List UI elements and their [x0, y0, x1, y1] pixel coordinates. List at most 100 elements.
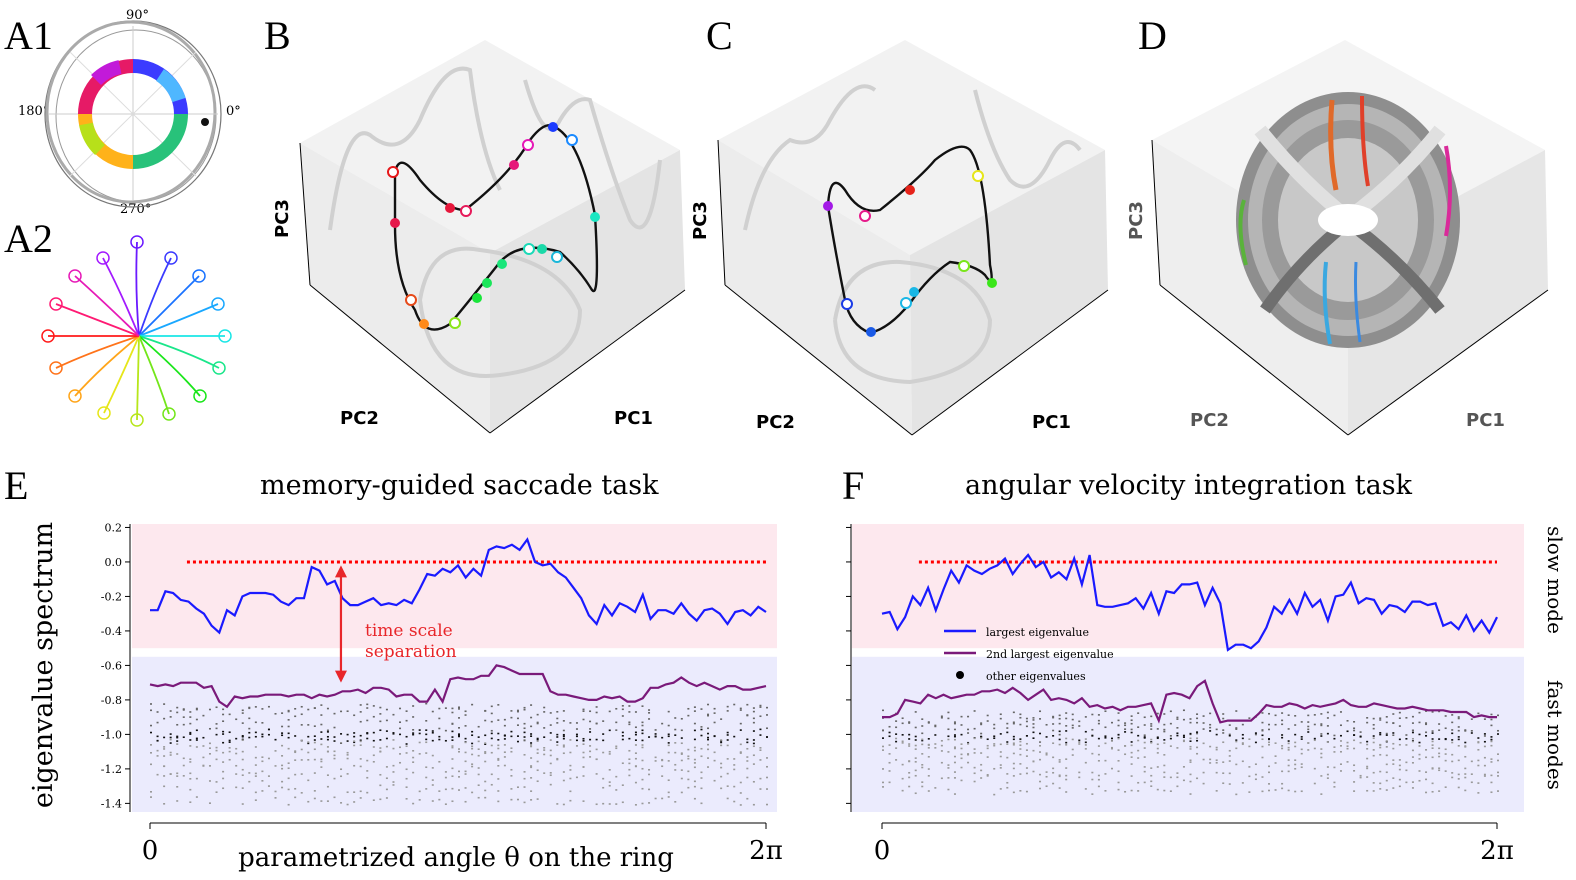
other-eigenvalue-dot [176, 775, 179, 777]
other-eigenvalue-dot [1470, 730, 1473, 732]
other-eigenvalue-dot [1222, 772, 1225, 775]
other-eigenvalue-dot [1097, 753, 1100, 756]
other-eigenvalue-dot [895, 737, 898, 740]
other-eigenvalue-dot [953, 761, 956, 764]
other-eigenvalue-dot [254, 775, 257, 777]
other-eigenvalue-dot [713, 712, 716, 714]
other-eigenvalue-dot [999, 743, 1002, 746]
other-eigenvalue-dot [267, 733, 270, 736]
other-eigenvalue-dot [1339, 745, 1342, 747]
other-eigenvalue-dot [621, 705, 624, 707]
other-eigenvalue-dot [766, 788, 768, 790]
other-eigenvalue-dot [287, 767, 290, 770]
other-eigenvalue-dot [999, 755, 1002, 758]
other-eigenvalue-dot [1006, 743, 1009, 745]
other-eigenvalue-dot [1339, 740, 1342, 742]
other-eigenvalue-dot [530, 704, 533, 706]
other-eigenvalue-dot [707, 743, 710, 746]
other-eigenvalue-dot [510, 747, 513, 749]
other-eigenvalue-dot [1431, 756, 1434, 759]
other-eigenvalue-dot [222, 741, 225, 744]
other-eigenvalue-dot [490, 773, 493, 776]
other-eigenvalue-dot [967, 728, 970, 731]
other-eigenvalue-dot [1451, 760, 1454, 763]
other-eigenvalue-dot [693, 749, 696, 752]
other-eigenvalue-dot [1405, 761, 1408, 764]
other-eigenvalue-dot [1274, 714, 1277, 717]
other-eigenvalue-dot [1025, 720, 1028, 723]
x-tick-label: 0 [142, 836, 159, 866]
other-eigenvalue-dot [895, 740, 898, 743]
other-eigenvalue-dot [1425, 723, 1428, 726]
slow-mode-band [132, 524, 777, 649]
other-eigenvalue-dot [471, 703, 474, 706]
other-eigenvalue-dot [589, 750, 592, 753]
other-eigenvalue-dot [1464, 746, 1467, 748]
other-eigenvalue-dot [1490, 718, 1493, 721]
other-eigenvalue-dot [340, 768, 343, 771]
other-eigenvalue-dot [1228, 734, 1231, 737]
other-eigenvalue-dot [235, 718, 238, 721]
other-eigenvalue-dot [425, 752, 428, 754]
other-eigenvalue-dot [1320, 775, 1323, 777]
other-eigenvalue-dot [1268, 712, 1271, 715]
other-eigenvalue-dot [641, 802, 644, 805]
other-eigenvalue-dot [1333, 746, 1336, 748]
other-eigenvalue-dot [1398, 785, 1401, 788]
other-eigenvalue-dot [477, 740, 480, 743]
other-eigenvalue-dot [313, 735, 316, 737]
panel-label-a2: A2 [4, 216, 53, 261]
other-eigenvalue-dot [1497, 771, 1499, 774]
other-eigenvalue-dot [1444, 753, 1447, 755]
other-eigenvalue-dot [458, 735, 460, 738]
other-eigenvalue-dot [1359, 731, 1362, 733]
other-eigenvalue-dot [458, 750, 460, 753]
other-eigenvalue-dot [980, 737, 983, 739]
other-eigenvalue-dot [1150, 725, 1153, 727]
other-eigenvalue-dot [1143, 724, 1146, 726]
other-eigenvalue-dot [425, 729, 428, 731]
other-eigenvalue-dot [1084, 748, 1087, 750]
other-eigenvalue-dot [582, 775, 585, 777]
other-eigenvalue-dot [921, 781, 924, 783]
other-eigenvalue-dot [562, 710, 565, 712]
other-eigenvalue-dot [766, 706, 768, 709]
other-eigenvalue-dot [700, 787, 703, 790]
other-eigenvalue-dot [222, 733, 225, 735]
other-eigenvalue-dot [405, 719, 408, 722]
other-eigenvalue-dot [914, 748, 917, 750]
other-eigenvalue-dot [1052, 742, 1055, 745]
other-eigenvalue-dot [1084, 716, 1087, 718]
other-eigenvalue-dot [438, 760, 441, 763]
other-eigenvalue-dot [1189, 780, 1192, 783]
other-eigenvalue-dot [372, 739, 375, 742]
other-eigenvalue-dot [1209, 758, 1212, 761]
other-eigenvalue-dot [405, 735, 408, 738]
other-eigenvalue-dot [908, 745, 911, 747]
other-eigenvalue-dot [1392, 787, 1395, 789]
other-eigenvalue-dot [687, 755, 690, 758]
other-eigenvalue-dot [1065, 758, 1068, 760]
other-eigenvalue-dot [1326, 725, 1329, 727]
other-eigenvalue-dot [1052, 735, 1055, 737]
other-eigenvalue-dot [1405, 744, 1408, 746]
other-eigenvalue-dot [267, 785, 270, 787]
other-eigenvalue-dot [1418, 779, 1421, 782]
other-eigenvalue-dot [953, 746, 956, 749]
other-eigenvalue-dot [1353, 729, 1356, 732]
other-eigenvalue-dot [444, 729, 447, 732]
other-eigenvalue-dot [621, 731, 624, 734]
other-eigenvalue-dot [980, 769, 983, 772]
other-eigenvalue-dot [1320, 735, 1323, 737]
other-eigenvalue-dot [156, 711, 159, 713]
other-eigenvalue-dot [1058, 714, 1061, 717]
other-eigenvalue-dot [582, 739, 585, 742]
other-eigenvalue-dot [687, 757, 690, 760]
other-eigenvalue-dot [707, 736, 710, 739]
other-eigenvalue-dot [1431, 744, 1434, 746]
other-eigenvalue-dot [1418, 745, 1421, 747]
other-eigenvalue-dot [189, 788, 192, 791]
other-eigenvalue-dot [680, 777, 683, 780]
other-eigenvalue-dot [425, 741, 428, 744]
other-eigenvalue-dot [733, 768, 736, 771]
